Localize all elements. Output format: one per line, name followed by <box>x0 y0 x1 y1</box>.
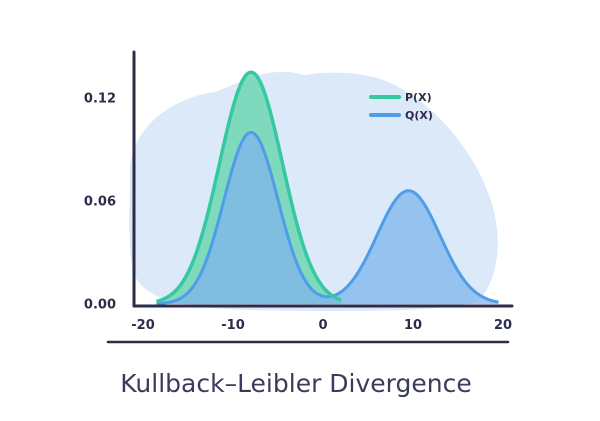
legend-p-label: P(X) <box>405 91 432 104</box>
y-tick-label: 0.12 <box>84 92 116 107</box>
chart-title: Kullback–Leibler Divergence <box>120 369 471 398</box>
x-tick-label: 0 <box>318 318 327 333</box>
x-tick-label: 20 <box>494 318 512 333</box>
series-layer <box>155 70 499 306</box>
y-tick-labels: 0.00 0.06 0.12 <box>84 92 116 313</box>
y-tick-label: 0.00 <box>84 298 116 313</box>
x-tick-labels: -20 -10 0 10 20 <box>131 318 512 333</box>
x-tick-label: -10 <box>221 318 245 333</box>
y-tick-label: 0.06 <box>84 195 116 210</box>
legend: P(X) Q(X) <box>369 91 433 122</box>
watermark: @稀土掘金技术社区 <box>484 400 592 415</box>
q-line <box>156 130 499 306</box>
p-line <box>155 70 342 304</box>
q-area <box>156 132 499 304</box>
legend-q-label: Q(X) <box>405 109 433 122</box>
x-tick-label: -20 <box>131 318 155 333</box>
x-tick-label: 10 <box>404 318 422 333</box>
